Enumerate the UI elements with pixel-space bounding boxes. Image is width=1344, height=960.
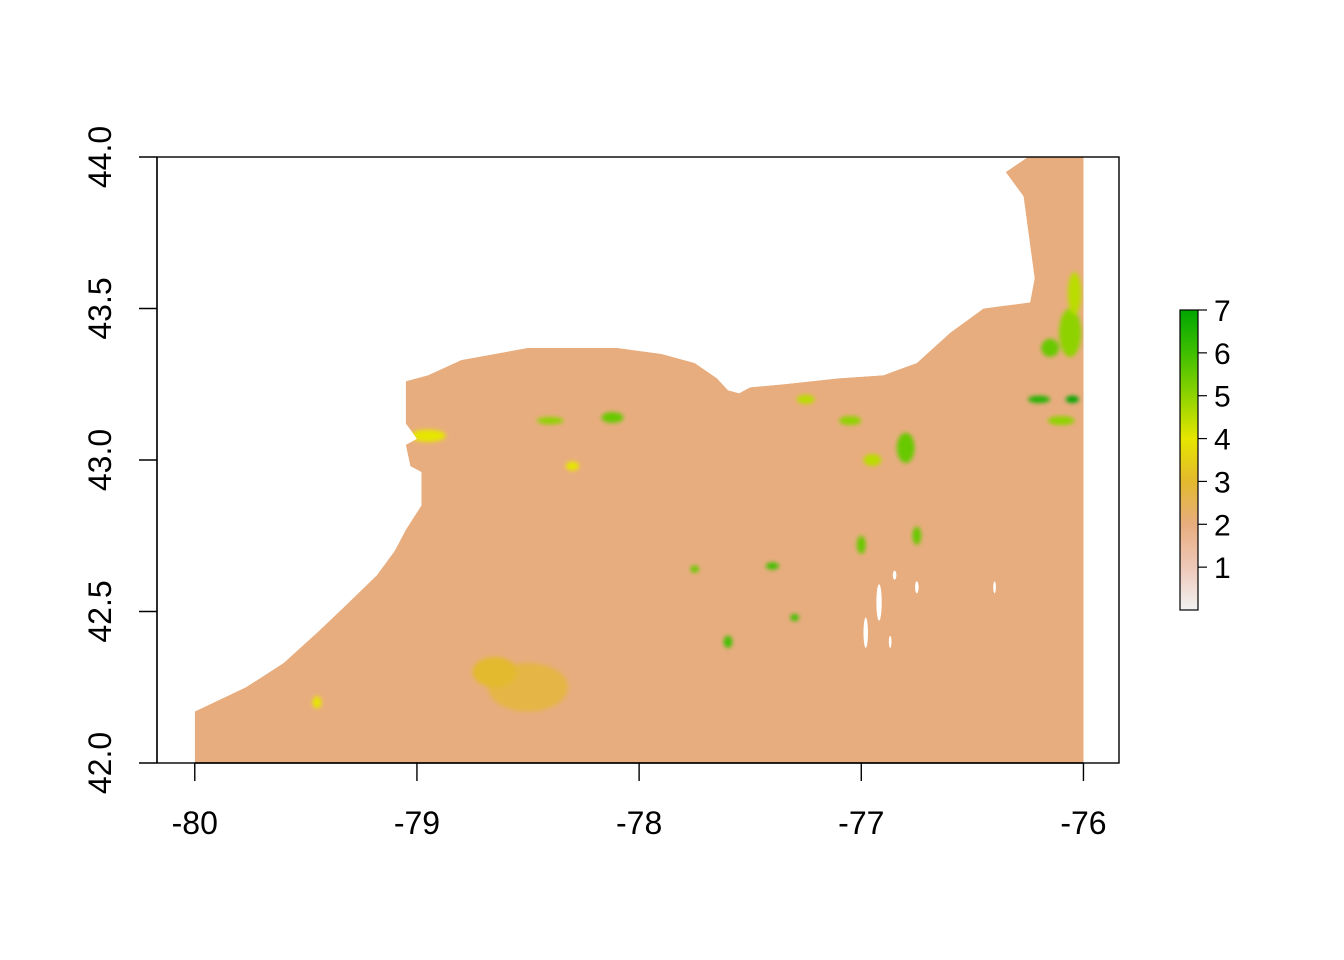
legend-colorbar — [1179, 309, 1199, 611]
legend-tick-label-3: 4 — [1214, 424, 1231, 457]
x-axis: -80 -79 -78 -77 -76 — [172, 762, 1107, 841]
x-tick-label-1: -79 — [394, 805, 440, 841]
legend-tick-label-1: 2 — [1214, 509, 1231, 542]
raster-patch-2 — [410, 429, 446, 442]
raster-patch-7 — [1067, 272, 1082, 315]
raster-patch-9 — [1047, 416, 1075, 426]
color-legend: 1 2 3 4 5 6 7 — [1179, 295, 1231, 611]
raster-patch-10 — [796, 394, 815, 404]
raster-patch-0 — [536, 416, 564, 425]
y-axis: 42.0 42.5 43.0 43.5 44.0 — [82, 126, 158, 794]
y-tick-label-4: 44.0 — [82, 126, 118, 188]
nodata-patch-5 — [993, 581, 996, 594]
nodata-patches — [863, 570, 996, 648]
raster-patch-6 — [1059, 308, 1082, 357]
legend-tick-label-5: 6 — [1214, 338, 1231, 371]
raster-patch-4 — [1027, 395, 1051, 404]
raster-patch-20 — [863, 453, 882, 467]
raster-patch-1 — [601, 412, 624, 424]
nodata-patch-0 — [876, 584, 882, 621]
x-tick-label-3: -77 — [838, 805, 884, 841]
legend-tick-label-6: 7 — [1214, 295, 1231, 328]
y-tick-label-1: 42.5 — [82, 580, 118, 642]
landmass-raster — [194, 157, 1084, 763]
raster-patch-8 — [1041, 338, 1060, 357]
raster-patch-5 — [1065, 395, 1080, 404]
raster-patch-13 — [765, 562, 780, 570]
raster-patch-11 — [839, 416, 862, 426]
raster-patch-22 — [565, 461, 580, 471]
legend-tick-label-4: 5 — [1214, 381, 1231, 414]
nodata-patch-4 — [888, 635, 892, 648]
legend-tick-label-2: 3 — [1214, 466, 1231, 499]
raster-patch-3 — [896, 432, 915, 464]
raster-patch-17 — [472, 656, 517, 688]
y-tick-label-0: 42.0 — [82, 732, 118, 794]
raster-patch-14 — [690, 565, 700, 573]
nodata-patch-1 — [863, 617, 868, 648]
x-tick-label-2: -78 — [616, 805, 662, 841]
raster-patch-19 — [912, 526, 922, 545]
y-tick-label-3: 43.5 — [82, 277, 118, 339]
raster-patches — [312, 272, 1082, 712]
raster-patch-15 — [790, 613, 800, 622]
nodata-patch-3 — [892, 570, 897, 580]
raster-patch-21 — [723, 635, 733, 648]
raster-layer — [194, 157, 1084, 763]
raster-patch-18 — [312, 696, 322, 709]
x-tick-label-4: -76 — [1060, 805, 1106, 841]
raster-patch-12 — [856, 535, 866, 554]
nodata-patch-2 — [915, 581, 919, 594]
y-tick-label-2: 43.0 — [82, 429, 118, 491]
legend-tick-label-0: 1 — [1214, 552, 1231, 585]
x-tick-label-0: -80 — [172, 805, 218, 841]
